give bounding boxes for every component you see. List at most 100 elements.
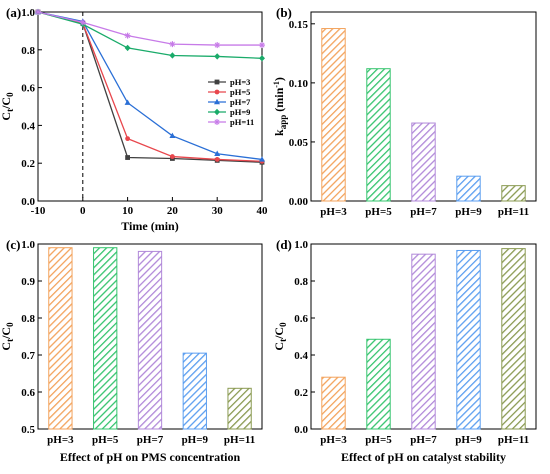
- y-tick-label: 0.10: [289, 78, 309, 90]
- data-point: [35, 9, 41, 15]
- y-tick-label: 0.00: [289, 196, 309, 208]
- bar: [456, 175, 481, 202]
- x-tick-label: pH=5: [92, 434, 119, 446]
- chart-panel-d: (d) 0.0 0.2 0.4 0.6 0.8 1.0 pH=3 pH=5 pH=7 pH=9 pH=…: [272, 237, 537, 464]
- x-tick-label: 10: [122, 205, 134, 217]
- data-point: [259, 156, 265, 162]
- y-tick-label: 0.5: [21, 424, 35, 436]
- y-axis-label: Ct/C0: [0, 92, 15, 121]
- y-tick-label: 0.8: [294, 276, 308, 288]
- legend-label: pH=11: [230, 117, 254, 127]
- y-tick-label: 0.2: [294, 387, 308, 399]
- x-tick-label: pH=9: [455, 206, 482, 218]
- series-line: [37, 11, 263, 161]
- x-tick-label: pH=11: [498, 434, 529, 446]
- x-tick-label: -10: [31, 205, 46, 217]
- x-tick-label: pH=9: [455, 434, 482, 446]
- bar: [48, 247, 73, 430]
- data-point: [170, 154, 175, 159]
- y-tick-label: 0.8: [21, 45, 35, 57]
- data-point: [214, 79, 220, 85]
- data-point: [214, 119, 220, 125]
- y-tick-label: 0.8: [21, 313, 35, 325]
- series-line: [37, 11, 263, 59]
- data-point: [169, 41, 175, 47]
- x-tick-label: pH=3: [47, 434, 74, 446]
- y-tick-label: 0.05: [289, 137, 309, 149]
- data-point: [214, 89, 220, 95]
- legend-label: pH=9: [230, 107, 250, 117]
- x-tick-label: pH=3: [320, 434, 347, 446]
- y-tick-label: 1.0: [21, 239, 35, 251]
- x-tick-label: pH=11: [224, 434, 255, 446]
- bar: [366, 68, 391, 202]
- y-tick-label: 1.0: [294, 239, 308, 251]
- bar: [411, 122, 436, 202]
- y-tick-label: 0.6: [21, 83, 35, 95]
- x-tick-label: pH=7: [137, 434, 164, 446]
- plot-frame: [37, 11, 263, 202]
- x-tick-label: pH=9: [182, 434, 209, 446]
- bar: [411, 253, 436, 430]
- x-tick-label: pH=11: [498, 206, 529, 218]
- data-point: [214, 150, 221, 156]
- x-axis-label: Effect of pH on PMS concentration: [60, 450, 241, 464]
- legend-label: pH=5: [230, 87, 250, 97]
- y-tick-label: 0.4: [21, 120, 35, 132]
- data-point: [125, 136, 130, 142]
- panel-letter: (a): [6, 5, 21, 20]
- y-tick-label: 0.0: [21, 196, 35, 208]
- series-line: [37, 11, 262, 46]
- data-point: [80, 19, 86, 25]
- data-point: [214, 98, 220, 105]
- data-point: [125, 33, 131, 39]
- y-tick-label: 0.4: [294, 350, 308, 362]
- y-axis-label: kapp (min-1): [272, 77, 288, 136]
- y-tick-label: 0.6: [294, 313, 308, 325]
- data-point: [214, 53, 221, 60]
- data-point: [169, 52, 176, 59]
- legend: pH=3pH=5pH=7pH=9pH=11: [208, 77, 254, 127]
- y-tick-label: 1.0: [21, 7, 35, 19]
- y-axis-label: Ct/C0: [0, 322, 15, 351]
- series-line: [37, 11, 263, 162]
- x-tick-label: pH=7: [410, 434, 437, 446]
- panel-letter: (c): [6, 237, 20, 252]
- chart-panel-b: (b) 0.00 0.05 0.10 0.15 pH=3 pH=5 pH=7 pH=9 pH=11…: [272, 5, 537, 218]
- bar: [137, 250, 163, 430]
- data-point: [214, 157, 220, 162]
- x-tick-label: 20: [167, 205, 179, 217]
- bar: [501, 248, 526, 430]
- x-axis-label: Effect of pH on catalyst stability: [341, 450, 506, 464]
- bar: [321, 376, 346, 430]
- data-point: [214, 108, 220, 116]
- data-point: [169, 132, 176, 138]
- y-tick-label: 0.7: [21, 350, 35, 362]
- x-tick-label: pH=7: [410, 206, 437, 218]
- series-line: [37, 11, 263, 163]
- x-tick-label: pH=3: [320, 206, 347, 218]
- legend-label: pH=3: [230, 77, 250, 87]
- x-tick-label: 30: [212, 205, 224, 217]
- bar: [227, 387, 252, 430]
- x-tick-label: 40: [257, 205, 269, 217]
- bar: [456, 249, 481, 430]
- panel-letter: (b): [276, 5, 292, 20]
- y-axis-label: Ct/C0: [272, 322, 288, 351]
- x-tick-label: 0: [80, 205, 86, 217]
- legend-label: pH=7: [230, 97, 251, 107]
- data-point: [124, 99, 131, 105]
- data-point: [259, 42, 265, 48]
- bar: [366, 338, 391, 430]
- bar: [182, 352, 207, 430]
- data-point: [214, 42, 220, 48]
- x-tick-label: pH=5: [365, 434, 392, 446]
- y-tick-label: 0.0: [294, 424, 308, 436]
- y-tick-label: 0.9: [21, 276, 35, 288]
- chart-panel-a: (a)0.00.20.40.60.81.0-10 0 10 20 30 40pH=3pH=…: [0, 5, 268, 233]
- chart-panel-c: (c) 0.5 0.6 0.7 0.8 0.9 1.0 pH=3 pH=5 pH=7 pH=9 pH=…: [0, 237, 263, 464]
- bar: [321, 28, 346, 202]
- x-axis-label: Time (min): [121, 219, 178, 233]
- data-point: [125, 155, 130, 160]
